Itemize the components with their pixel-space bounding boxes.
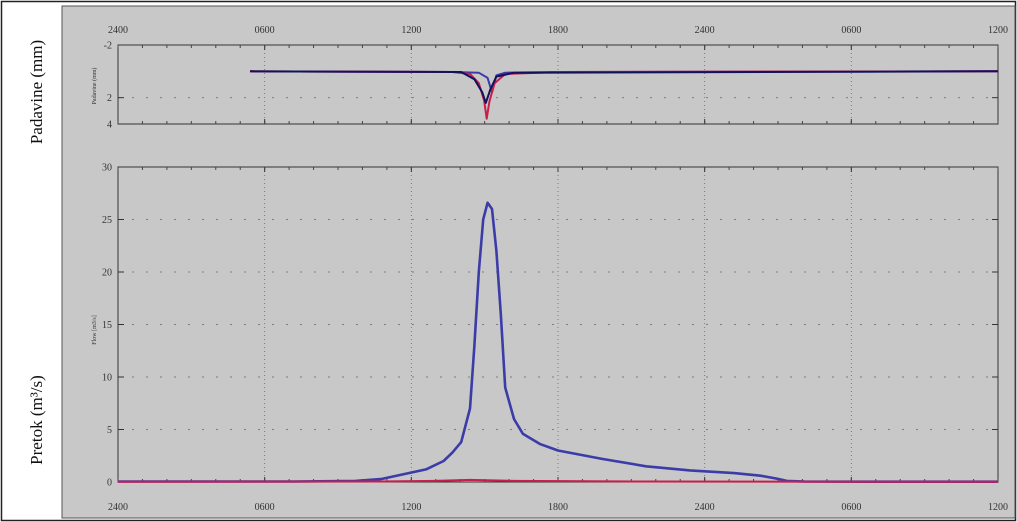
top-x-tick-label: 2400 — [695, 25, 715, 36]
bottom-x-tick-label: 1200 — [401, 502, 421, 513]
bottom-inner-ylabel: Flow [m3/s] — [92, 315, 98, 345]
top-ylabel: Padavine (mm) — [27, 40, 46, 144]
top-x-tick-label: 0600 — [841, 25, 861, 36]
bottom-y-tick-label: 20 — [102, 268, 112, 279]
top-inner-ylabel: Padavine (mm) — [91, 68, 98, 105]
top-series-line — [249, 70, 999, 104]
bottom-x-tick-label: 0600 — [841, 502, 861, 513]
bottom-x-tick-label: 2400 — [695, 502, 715, 513]
top-y-tick-label: 4 — [107, 120, 112, 131]
bottom-x-tick-label: 1800 — [548, 502, 568, 513]
top-y-tick-label: -2 — [104, 41, 112, 52]
bottom-y-tick-label: 0 — [107, 478, 112, 489]
bottom-y-tick-label: 15 — [102, 320, 112, 331]
top-x-tick-label: 1200 — [401, 25, 421, 36]
top-x-tick-label: 1200 — [988, 25, 1008, 36]
top-x-tick-label: 1800 — [548, 25, 568, 36]
bottom-ylabel: Pretok (m³/s) — [27, 375, 46, 465]
bottom-series-line — [118, 201, 998, 483]
bottom-x-tick-label: 2400 — [108, 502, 128, 513]
chart-panel — [61, 5, 1016, 519]
bottom-series-line — [117, 478, 999, 483]
top-y-tick-label: 2 — [107, 93, 112, 104]
bottom-y-tick-label: 5 — [107, 425, 112, 436]
precipitation-plot: 2400 0600 1200 1800 2400 0600 1200 -2 2 4 — [104, 25, 1008, 131]
bottom-y-tick-label: 10 — [102, 373, 112, 384]
bottom-y-tick-label: 30 — [102, 163, 112, 174]
bottom-x-tick-label: 0600 — [255, 502, 275, 513]
bottom-x-tick-label: 1200 — [988, 502, 1008, 513]
top-x-tick-label: 2400 — [108, 25, 128, 36]
discharge-plot: 2400 0600 1200 1800 2400 0600 1200 0 5 10 15 20 25 30 — [102, 163, 1008, 514]
bottom-y-tick-label: 25 — [102, 215, 112, 226]
top-x-tick-label: 0600 — [255, 25, 275, 36]
